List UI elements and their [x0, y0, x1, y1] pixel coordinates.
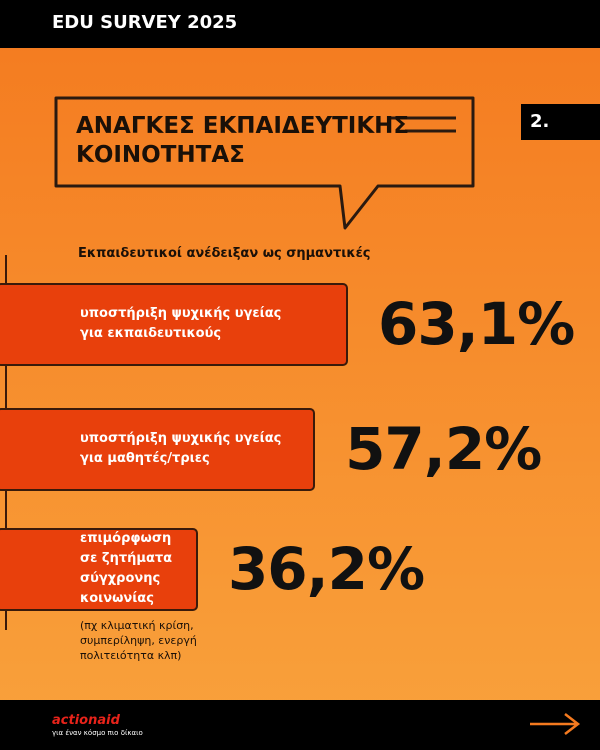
- footer-logo: actionaid: [52, 713, 120, 728]
- footer-tagline: για έναν κόσμο πιο δίκαιο: [52, 729, 143, 737]
- bar: [0, 528, 198, 611]
- bar: [0, 408, 316, 491]
- category-label: επιμόρφωση σε ζητήματα σύγχρονης κοινωνί…: [80, 531, 173, 606]
- value-label: 63,1%: [378, 290, 575, 358]
- value-label: 36,2%: [227, 535, 425, 603]
- next-arrow[interactable]: [525, 710, 585, 738]
- category-label: υποστήριξη ψυχικής υγείας για εκπαιδευτι…: [80, 306, 282, 341]
- header-title: EDU SURVEY 2025: [52, 12, 238, 33]
- speech-bubble: [54, 96, 600, 230]
- category-label: υποστήριξη ψυχικής υγείας για μαθητές/τρ…: [80, 431, 282, 466]
- chart-subtitle: Εκπαιδευτικοί ανέδειξαν ως σημαντικές: [78, 246, 371, 261]
- header-bar: [0, 0, 600, 48]
- chart-title: ΑΝΑΓΚΕΣ ΕΚΠΑΙΔΕΥΤΙΚΗΣ ΚΟΙΝΟΤΗΤΑΣ: [76, 113, 410, 168]
- annotation: (πχ κλιματική κρίση, συμπερίληψη, ενεργή…: [80, 619, 197, 662]
- footer-bar: [0, 700, 600, 750]
- bar: [0, 283, 348, 366]
- value-label: 57,2%: [345, 415, 542, 483]
- section-number: 2.: [530, 111, 550, 132]
